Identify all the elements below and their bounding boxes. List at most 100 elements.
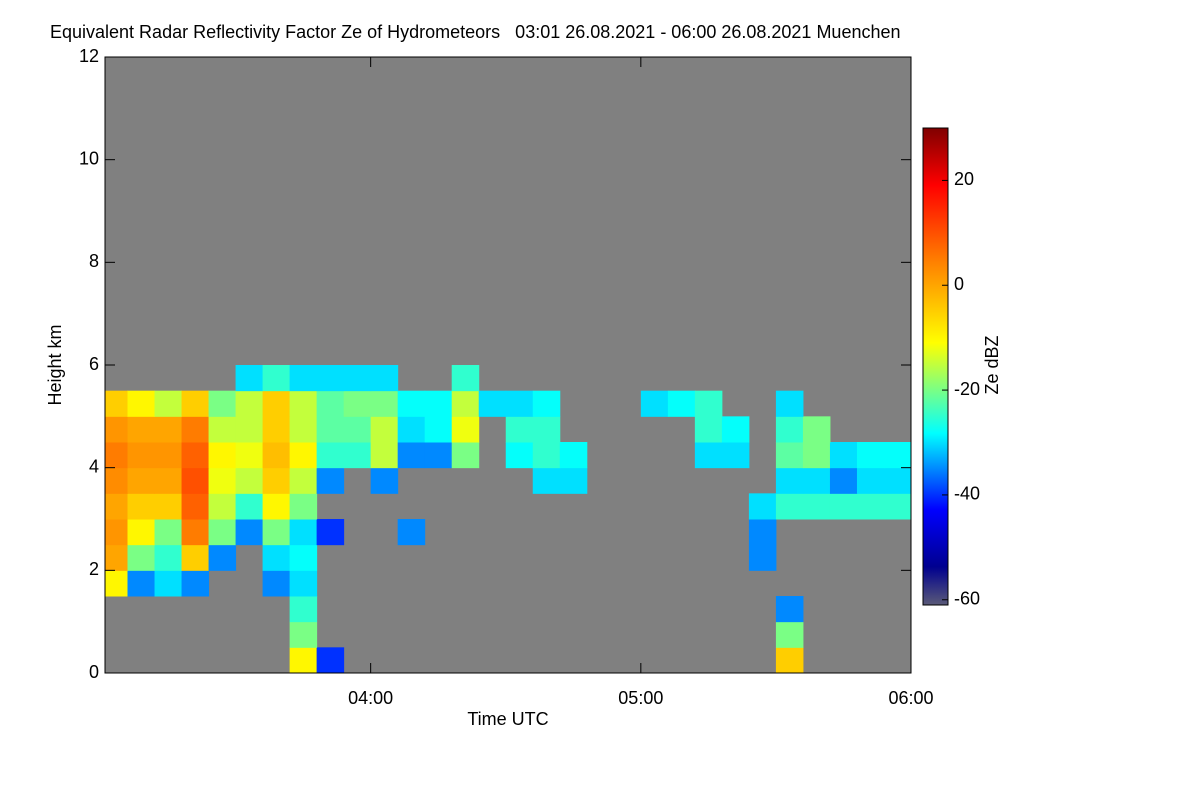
heat-cell — [262, 493, 291, 520]
heat-cell — [181, 467, 210, 494]
heat-cell — [397, 519, 426, 546]
heat-cell — [775, 493, 804, 520]
heat-cell — [775, 621, 804, 648]
heat-cell — [802, 467, 831, 494]
heat-cell — [370, 467, 399, 494]
heat-cell — [343, 365, 372, 392]
heat-cell — [694, 442, 723, 469]
heat-cell — [721, 442, 750, 469]
heat-cell — [370, 416, 399, 443]
heat-cell — [424, 390, 453, 417]
heat-cell — [316, 467, 345, 494]
heat-cell — [105, 442, 129, 469]
heat-cell — [181, 416, 210, 443]
heat-cell — [397, 416, 426, 443]
heat-cell — [397, 390, 426, 417]
heat-cell — [775, 647, 804, 673]
heat-cell — [289, 493, 318, 520]
heat-cell — [343, 390, 372, 417]
heat-cell — [856, 467, 885, 494]
heat-cell — [694, 416, 723, 443]
heat-cell — [105, 493, 129, 520]
x-tick-label: 04:00 — [348, 688, 393, 708]
heat-cell — [235, 390, 264, 417]
heat-cell — [370, 365, 399, 392]
heat-cell — [451, 390, 480, 417]
heat-cell — [316, 519, 345, 546]
heat-cell — [208, 390, 237, 417]
heat-cell — [105, 570, 129, 597]
heat-cell — [181, 390, 210, 417]
axes: 0 2 4 6 8 10 12 04:00 05:00 06:00 -60 -40 -20 0 20 — [79, 46, 980, 708]
heat-cell — [370, 442, 399, 469]
heat-cell — [343, 416, 372, 443]
heat-cell — [289, 467, 318, 494]
heat-cell — [883, 467, 911, 494]
colorbar — [922, 127, 949, 606]
heat-cell — [829, 442, 858, 469]
heat-cell — [721, 416, 750, 443]
heat-cell — [208, 442, 237, 469]
heat-cell — [105, 544, 129, 571]
heat-cell — [532, 467, 561, 494]
heat-cell — [262, 519, 291, 546]
colorbar-tick-label: -40 — [954, 484, 980, 504]
heat-cell — [127, 519, 156, 546]
heat-cell — [235, 365, 264, 392]
plot-background — [105, 57, 911, 673]
y-tick-label: 4 — [89, 456, 99, 476]
heat-cell — [289, 390, 318, 417]
heat-cell — [105, 390, 129, 417]
heat-cell — [856, 493, 885, 520]
heat-cell — [181, 442, 210, 469]
heat-cell — [105, 519, 129, 546]
heat-cell — [208, 519, 237, 546]
heat-cell — [154, 390, 183, 417]
heat-cell — [316, 442, 345, 469]
heat-cell — [262, 570, 291, 597]
heat-cell — [829, 467, 858, 494]
heat-cell — [208, 416, 237, 443]
heat-cell — [235, 442, 264, 469]
heat-cell — [235, 519, 264, 546]
heat-cell — [154, 467, 183, 494]
heat-cell — [289, 519, 318, 546]
heat-cell — [802, 416, 831, 443]
heat-cell — [127, 467, 156, 494]
heat-cell — [424, 416, 453, 443]
plot-area — [105, 57, 911, 673]
heat-cell — [262, 467, 291, 494]
heat-cell — [154, 570, 183, 597]
heat-cell — [343, 442, 372, 469]
heat-cell — [289, 647, 318, 673]
heat-cell — [289, 544, 318, 571]
heat-cell — [127, 493, 156, 520]
heat-cell — [208, 467, 237, 494]
heat-cell — [181, 519, 210, 546]
x-axis-label: Time UTC — [467, 709, 548, 729]
heat-cell — [262, 390, 291, 417]
heat-cell — [802, 442, 831, 469]
heat-cell — [424, 442, 453, 469]
colorbar-tick-label: -20 — [954, 379, 980, 399]
heat-cell — [127, 570, 156, 597]
heat-cell — [289, 621, 318, 648]
heat-cell — [883, 493, 911, 520]
heat-cell — [775, 442, 804, 469]
y-tick-label: 10 — [79, 148, 99, 168]
heat-cell — [235, 467, 264, 494]
heat-cell — [208, 493, 237, 520]
heat-cell — [505, 390, 534, 417]
chart-title: Equivalent Radar Reflectivity Factor Ze … — [50, 22, 901, 42]
heat-cell — [316, 416, 345, 443]
heat-cell — [289, 596, 318, 623]
colorbar-tick-label: -60 — [954, 589, 980, 609]
heat-cell — [775, 416, 804, 443]
heat-cell — [451, 416, 480, 443]
heat-cell — [694, 390, 723, 417]
heat-cell — [289, 442, 318, 469]
heat-cell — [775, 467, 804, 494]
heat-cell — [181, 493, 210, 520]
